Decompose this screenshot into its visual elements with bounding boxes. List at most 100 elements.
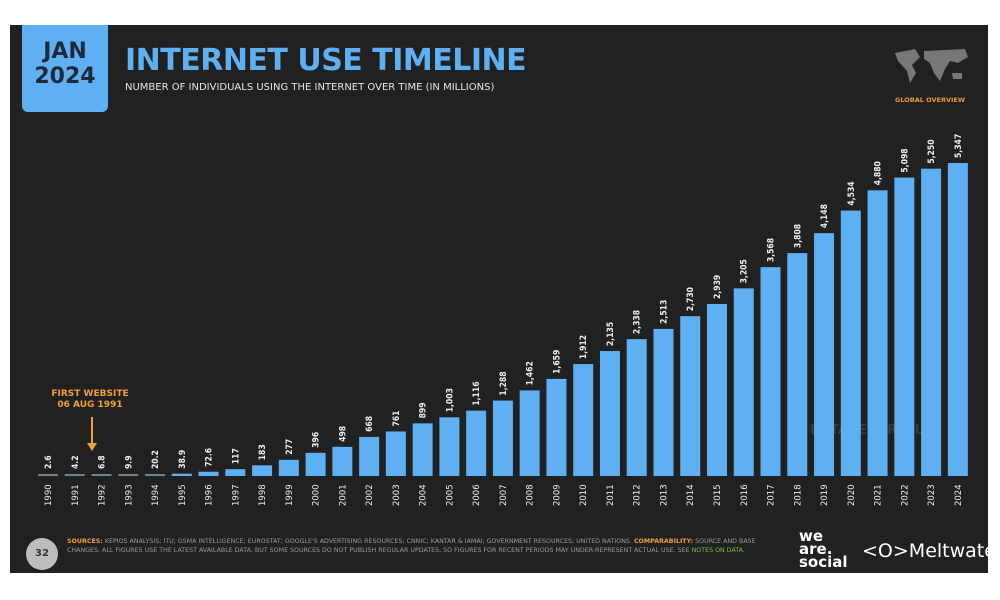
bar-2001 bbox=[332, 446, 353, 476]
year-label: 1996 bbox=[205, 484, 215, 506]
value-label: 2.6 bbox=[44, 455, 54, 469]
bar-1999 bbox=[278, 459, 299, 476]
year-label: 2003 bbox=[392, 484, 402, 506]
value-label: 3,205 bbox=[740, 259, 750, 283]
bar-2017 bbox=[760, 267, 781, 476]
value-label: 2,338 bbox=[633, 310, 643, 334]
year-label: 2004 bbox=[419, 484, 429, 506]
bar-2009 bbox=[546, 378, 567, 476]
value-label: 20.2 bbox=[151, 450, 161, 469]
year-label: 2008 bbox=[526, 484, 536, 506]
bar-2005 bbox=[439, 417, 460, 476]
bar-1998 bbox=[252, 465, 273, 476]
year-label: 1994 bbox=[151, 484, 161, 506]
value-label: 72.6 bbox=[205, 448, 215, 467]
sources-label: SOURCES: bbox=[67, 538, 103, 545]
value-label: 396 bbox=[312, 432, 322, 448]
bar-2000 bbox=[305, 452, 326, 476]
value-label: 277 bbox=[285, 439, 295, 455]
value-label: 9.9 bbox=[124, 455, 134, 469]
value-label: 3,808 bbox=[793, 224, 803, 248]
slide: JAN 2024 INTERNET USE TIMELINE NUMBER OF … bbox=[10, 25, 1000, 573]
year-label: 2002 bbox=[365, 484, 375, 506]
region-label: GLOBAL OVERVIEW bbox=[895, 96, 966, 104]
bar-1996 bbox=[198, 471, 219, 476]
value-label: 761 bbox=[392, 410, 402, 426]
value-label: 498 bbox=[338, 426, 348, 442]
value-label: 2,730 bbox=[686, 287, 696, 311]
page-title: INTERNET USE TIMELINE bbox=[125, 43, 527, 78]
bar-2004 bbox=[412, 423, 433, 476]
year-label: 2005 bbox=[445, 484, 455, 506]
year-label: 1998 bbox=[258, 484, 268, 506]
bar-2016 bbox=[733, 288, 754, 476]
value-label: 5,250 bbox=[927, 139, 937, 163]
bar-2020 bbox=[840, 210, 861, 476]
year-label: 2000 bbox=[312, 484, 322, 506]
value-label: 4.2 bbox=[71, 455, 81, 469]
year-label: 2024 bbox=[954, 484, 964, 506]
badge-year: 2024 bbox=[34, 64, 96, 89]
value-label: 1,003 bbox=[445, 388, 455, 412]
bar-2010 bbox=[573, 364, 594, 476]
value-label: 4,880 bbox=[874, 161, 884, 185]
year-label: 1997 bbox=[231, 484, 241, 506]
value-label: 38.9 bbox=[178, 450, 188, 469]
year-label: 2022 bbox=[900, 484, 910, 506]
value-label: 117 bbox=[231, 448, 241, 464]
year-label: 2013 bbox=[659, 484, 669, 506]
bar-1993 bbox=[118, 474, 139, 476]
year-label: 1992 bbox=[98, 484, 108, 506]
value-label: 2,513 bbox=[659, 300, 669, 324]
meltwater-logo: <O>Meltwater bbox=[862, 540, 1000, 562]
first-website-annotation: FIRST WEBSITE 06 AUG 1991 bbox=[50, 389, 130, 411]
value-label: 899 bbox=[419, 402, 429, 418]
value-label: 4,148 bbox=[820, 204, 830, 228]
year-label: 2001 bbox=[338, 484, 348, 506]
bar-2024 bbox=[947, 163, 968, 476]
bar-chart: 2.6 1990 4.2 1991 6.8 1992 9.9 1993 20.2 1994 38.9… bbox=[38, 134, 968, 506]
bar-2021 bbox=[867, 190, 888, 476]
value-label: 668 bbox=[365, 416, 375, 432]
bar-2018 bbox=[787, 253, 808, 476]
badge-month: JAN bbox=[43, 39, 87, 64]
year-label: 1993 bbox=[124, 484, 134, 506]
annotation-line1: FIRST WEBSITE bbox=[51, 389, 129, 399]
year-label: 2007 bbox=[499, 484, 509, 506]
value-label: 1,462 bbox=[526, 361, 536, 385]
bar-1990 bbox=[38, 474, 58, 476]
notes-on-data-link[interactable]: NOTES ON DATA bbox=[691, 547, 743, 554]
year-label: 2020 bbox=[847, 484, 857, 506]
bar-1997 bbox=[225, 469, 246, 476]
bar-2002 bbox=[359, 436, 380, 476]
year-label: 2019 bbox=[820, 484, 830, 506]
bar-1992 bbox=[91, 474, 112, 476]
value-label: 4,534 bbox=[847, 181, 857, 205]
value-label: 1,659 bbox=[552, 350, 562, 374]
bar-2007 bbox=[492, 400, 513, 476]
bar-2011 bbox=[599, 351, 620, 476]
value-label: 1,288 bbox=[499, 371, 509, 395]
annotation-line2: 06 AUG 1991 bbox=[57, 400, 123, 410]
page-subtitle: NUMBER OF INDIVIDUALS USING THE INTERNET… bbox=[125, 82, 495, 93]
bar-2008 bbox=[519, 390, 540, 476]
year-label: 2012 bbox=[633, 484, 643, 506]
year-label: 1991 bbox=[71, 484, 81, 506]
arrow-head-icon bbox=[87, 443, 97, 451]
world-map-icon bbox=[895, 49, 968, 83]
value-label: 3,568 bbox=[767, 238, 777, 262]
we-are-social-logo: we are. social bbox=[799, 527, 848, 571]
value-label: 183 bbox=[258, 444, 268, 460]
comparability-label: COMPARABILITY: bbox=[633, 538, 694, 545]
bar-1991 bbox=[64, 474, 85, 476]
year-label: 2018 bbox=[793, 484, 803, 506]
value-label: 1,912 bbox=[579, 335, 589, 359]
value-label: 5,098 bbox=[900, 148, 910, 172]
bar-2022 bbox=[894, 177, 915, 476]
year-label: 2009 bbox=[552, 484, 562, 506]
bar-2003 bbox=[385, 431, 406, 476]
date-badge: JAN 2024 bbox=[22, 25, 108, 112]
year-label: 1999 bbox=[285, 484, 295, 506]
value-label: 1,116 bbox=[472, 381, 482, 405]
year-label: 2014 bbox=[686, 484, 696, 506]
